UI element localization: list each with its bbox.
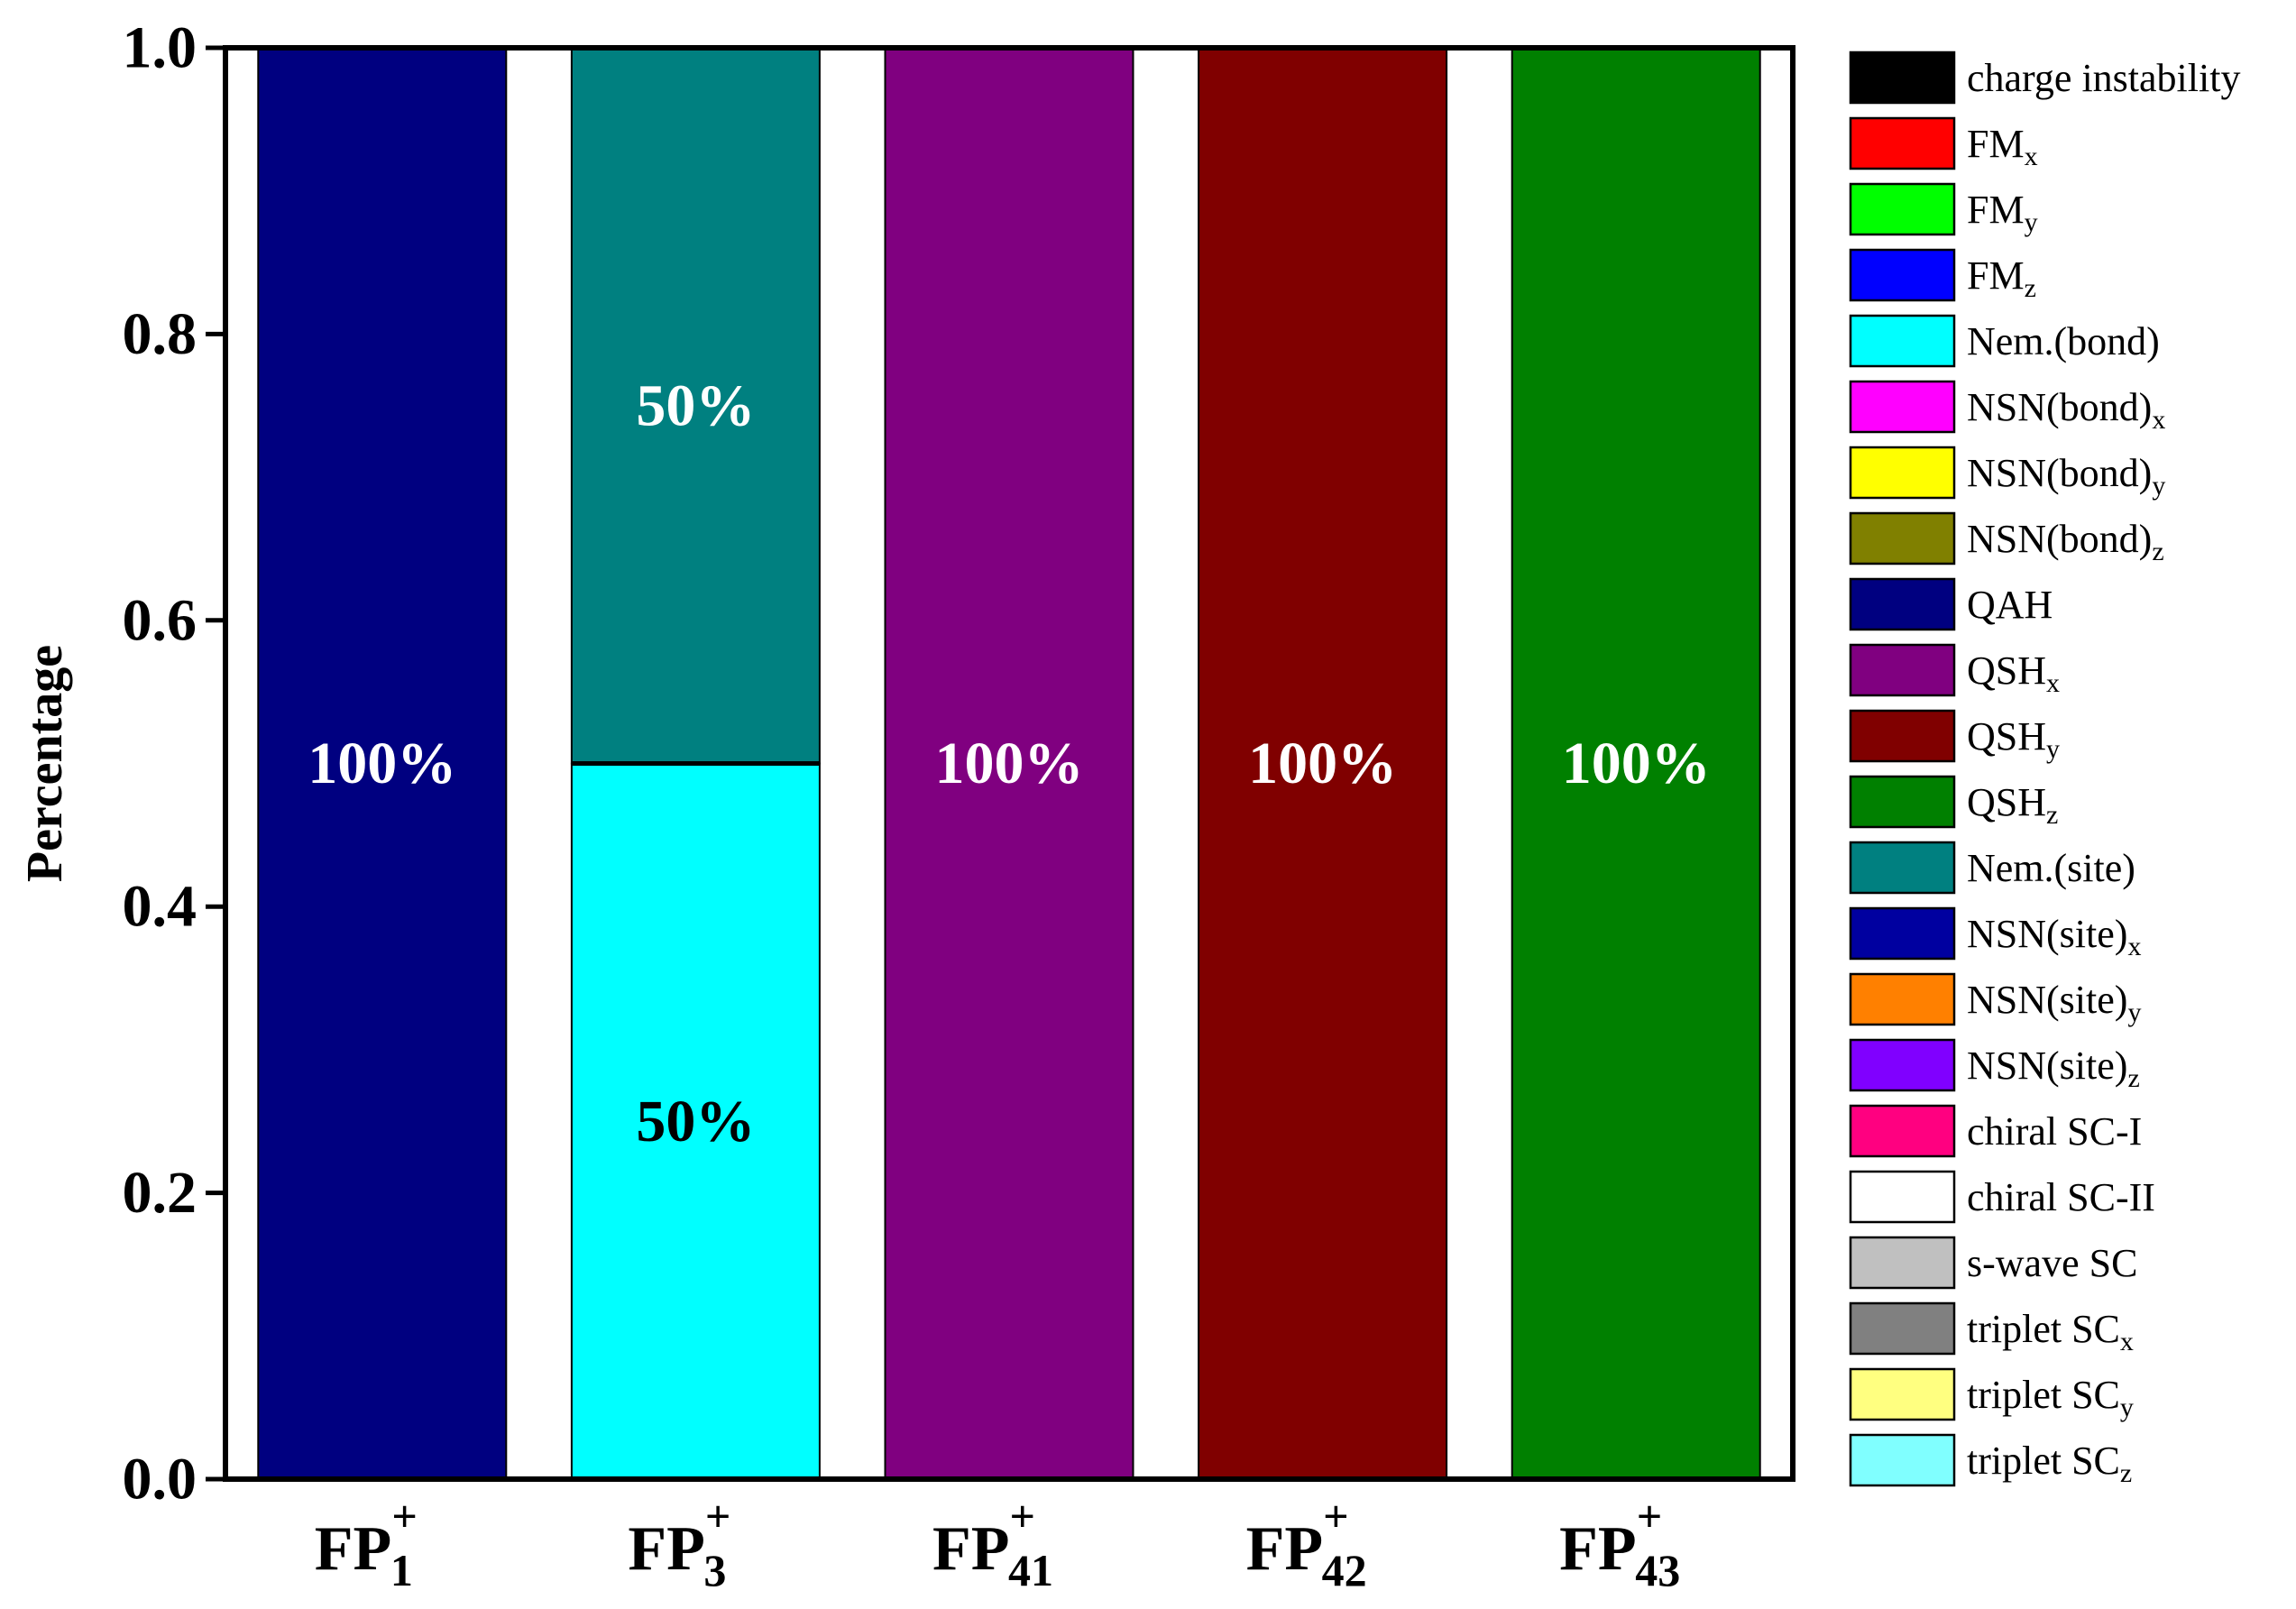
- legend-swatch: [1849, 1104, 1956, 1158]
- y-axis-label: Percentage: [17, 645, 73, 882]
- y-tick-label: 0.2: [123, 1160, 197, 1226]
- legend-swatch: [1849, 1433, 1956, 1487]
- legend-label: NSN(bond)z: [1967, 517, 2164, 566]
- legend-swatch: [1849, 1038, 1956, 1092]
- legend-label: NSN(bond)y: [1967, 451, 2165, 501]
- legend-label: chiral SC-II: [1967, 1175, 2155, 1219]
- legend-label: NSN(bond)x: [1967, 385, 2165, 435]
- legend-swatch: [1849, 841, 1956, 895]
- x-tick-label: FP+ 41: [932, 1491, 1053, 1595]
- legend-swatch: [1849, 577, 1956, 631]
- y-tick-label: 0.6: [123, 587, 197, 653]
- legend-label: s-wave SC: [1967, 1241, 2137, 1285]
- bar-data-label: 100%: [1562, 731, 1711, 796]
- legend-swatch: [1849, 906, 1956, 961]
- legend-swatch: [1849, 709, 1956, 763]
- bar-segment: [1198, 47, 1448, 1480]
- x-tick-label: FP+ 3: [628, 1491, 730, 1595]
- legend-swatch: [1849, 248, 1956, 302]
- legend-swatch: [1849, 116, 1956, 170]
- plot-frame: [223, 45, 1795, 1482]
- legend-swatch: [1849, 511, 1956, 565]
- legend-label: FMx: [1967, 122, 2038, 171]
- legend-swatch: [1849, 643, 1956, 697]
- legend-label: triplet SCy: [1967, 1373, 2134, 1422]
- legend-label: Nem.(site): [1967, 846, 2135, 890]
- legend-label: NSN(site)y: [1967, 978, 2141, 1027]
- legend-swatch: [1849, 314, 1956, 368]
- bar-data-label: 100%: [1248, 731, 1397, 796]
- legend-label: QSHy: [1967, 714, 2060, 764]
- bars-layer: [257, 47, 1761, 1480]
- legend-label: FMz: [1967, 253, 2036, 303]
- bar-segment: [257, 47, 508, 1480]
- x-tick-label: FP+ 42: [1246, 1491, 1367, 1595]
- legend-swatch: [1849, 446, 1956, 500]
- y-tick-label: 0.0: [123, 1447, 197, 1512]
- legend-swatch: [1849, 775, 1956, 829]
- legend-label: Nem.(bond): [1967, 319, 2160, 363]
- legend-label: NSN(site)x: [1967, 912, 2141, 961]
- legend-label: QAH: [1967, 583, 2053, 627]
- axes-layer: 0.0 0.2 0.4 0.6 0.8 1.0 Percentage FP+ 1 FP+ 3 FP+ 4…: [17, 15, 1795, 1595]
- y-tick-label: 0.8: [123, 301, 197, 367]
- legend-label: chiral SC-I: [1967, 1109, 2142, 1154]
- bar-data-label: 100%: [935, 731, 1084, 796]
- legend-label: triplet SCx: [1967, 1307, 2134, 1356]
- legend-swatch: [1849, 1170, 1956, 1224]
- legend-label: triplet SCz: [1967, 1439, 2132, 1488]
- legend-swatch: [1849, 182, 1956, 236]
- legend-label: NSN(site)z: [1967, 1044, 2140, 1093]
- legend-swatch: [1849, 380, 1956, 434]
- bar-data-label: 50%: [636, 1089, 755, 1154]
- legend-swatch: [1849, 1367, 1956, 1421]
- bar-labels-layer: 100% 50% 50% 100% 100% 100%: [308, 372, 1710, 1154]
- y-tick-label: 0.4: [123, 874, 197, 940]
- legend: charge instability FMx FMy FMz Nem.(bond) NSN…: [1849, 51, 2240, 1488]
- legend-label: QSHz: [1967, 780, 2058, 830]
- x-tick-label: FP+ 1: [315, 1491, 418, 1595]
- bar-segment: [884, 47, 1134, 1480]
- legend-swatch: [1849, 1301, 1956, 1356]
- legend-swatch: [1849, 1236, 1956, 1290]
- bar-data-label: 100%: [308, 731, 456, 796]
- legend-label: FMy: [1967, 188, 2038, 237]
- legend-swatch: [1849, 51, 1956, 105]
- legend-swatch: [1849, 972, 1956, 1026]
- legend-label: charge instability: [1967, 56, 2240, 100]
- bar-segment: [570, 762, 821, 1480]
- bar-segment: [1511, 47, 1761, 1480]
- y-tick-label: 1.0: [123, 15, 197, 81]
- x-tick-label: FP+ 43: [1559, 1491, 1680, 1595]
- bar-data-label: 50%: [636, 372, 755, 438]
- legend-label: QSHx: [1967, 648, 2060, 698]
